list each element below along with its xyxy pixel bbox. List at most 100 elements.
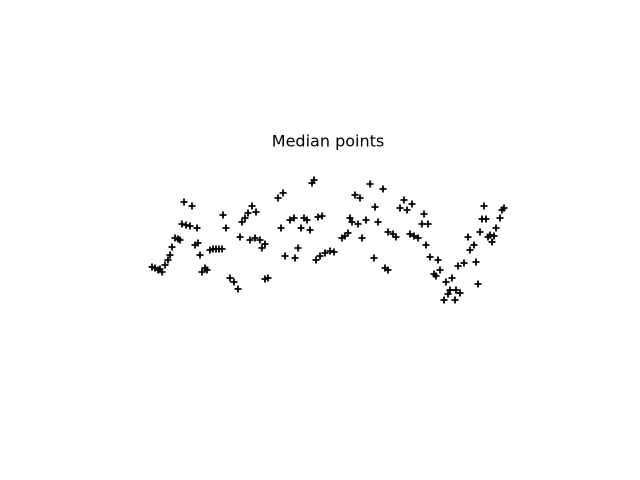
point (480, 202, 488, 210)
point (384, 228, 392, 236)
point (424, 220, 432, 228)
point (496, 214, 504, 222)
point (297, 224, 305, 232)
point (366, 180, 374, 188)
point (490, 232, 498, 240)
point (351, 191, 359, 199)
point (188, 202, 196, 210)
point (178, 220, 186, 228)
point (436, 266, 444, 274)
point (472, 258, 480, 266)
point (500, 204, 508, 212)
point (408, 200, 416, 208)
point (406, 230, 414, 238)
point (264, 274, 272, 282)
point (432, 272, 440, 280)
point (274, 194, 282, 202)
point (476, 228, 484, 236)
point (193, 224, 201, 232)
point (444, 290, 452, 298)
point (418, 220, 426, 228)
point (246, 236, 254, 244)
point (316, 252, 324, 260)
point (356, 194, 364, 202)
point (451, 296, 459, 304)
point (258, 244, 266, 252)
point (290, 214, 298, 222)
point (392, 233, 400, 241)
point (286, 216, 294, 224)
point (384, 266, 392, 274)
point (156, 265, 164, 273)
point (448, 274, 456, 282)
point (358, 234, 366, 242)
point (168, 243, 176, 251)
point (420, 210, 428, 218)
point (426, 253, 434, 261)
point (354, 220, 362, 228)
chart-title: Median points (272, 132, 384, 151)
point (400, 196, 408, 204)
point (446, 286, 454, 294)
point (456, 289, 464, 297)
point (198, 268, 206, 276)
point (314, 213, 322, 221)
point (218, 245, 226, 253)
point (422, 241, 430, 249)
point (434, 256, 442, 264)
point (203, 266, 211, 274)
point (464, 233, 472, 241)
point (492, 224, 500, 232)
point (261, 240, 269, 248)
point (176, 236, 184, 244)
point (248, 202, 256, 210)
point (234, 285, 242, 293)
point (396, 204, 404, 212)
point (194, 239, 202, 247)
point (303, 216, 311, 224)
point (186, 222, 194, 230)
point (403, 206, 411, 214)
point (348, 218, 356, 226)
point (344, 229, 352, 237)
point (222, 224, 230, 232)
point (291, 254, 299, 262)
point (482, 215, 490, 223)
point (454, 262, 462, 270)
point (440, 296, 448, 304)
point (252, 208, 260, 216)
point (488, 238, 496, 246)
point (460, 259, 468, 267)
point (294, 244, 302, 252)
point (474, 280, 482, 288)
point (161, 261, 169, 269)
point (442, 278, 450, 286)
point (330, 248, 338, 256)
point (164, 256, 172, 264)
point (219, 211, 227, 219)
point (279, 189, 287, 197)
point (230, 278, 238, 286)
point (470, 241, 478, 249)
point (346, 214, 354, 222)
point (362, 216, 370, 224)
point (306, 226, 314, 234)
point (182, 221, 190, 229)
point (281, 252, 289, 260)
point (326, 247, 334, 255)
point (166, 251, 174, 259)
point (244, 209, 252, 217)
point (486, 231, 494, 239)
point (466, 246, 474, 254)
point (370, 254, 378, 262)
point (379, 185, 387, 193)
point (374, 218, 382, 226)
point (414, 234, 422, 242)
point (410, 232, 418, 240)
point (241, 214, 249, 222)
point (312, 256, 320, 264)
point (256, 236, 264, 244)
point (180, 198, 188, 206)
